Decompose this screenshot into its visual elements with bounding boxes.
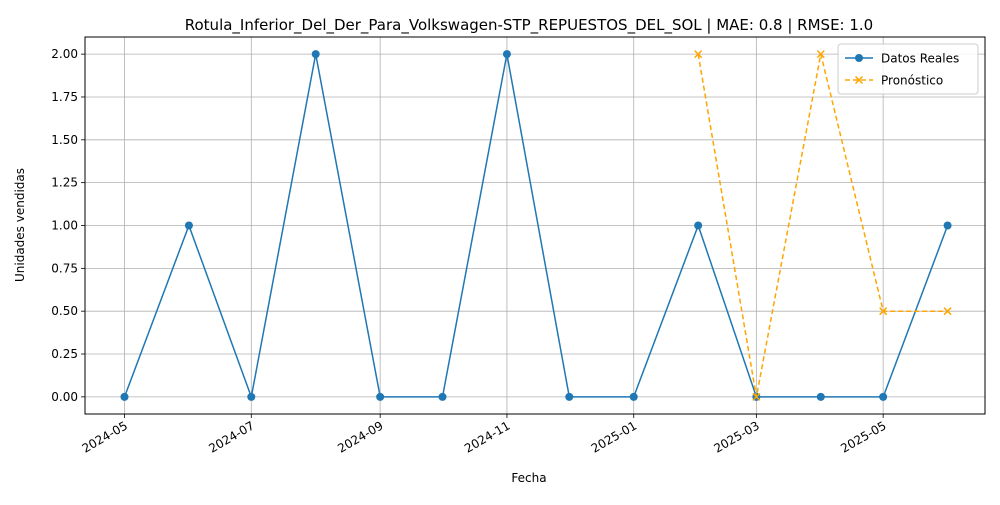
actual-data-point <box>629 392 638 401</box>
y-axis-label: Unidades vendidas <box>13 168 27 282</box>
y-tick-label: 0.00 <box>51 390 78 404</box>
y-axis-ticks: 0.00 0.25 0.50 0.75 1.00 1.25 1.50 1.75 2.00 <box>51 47 85 404</box>
y-tick-label: 1.00 <box>51 219 78 233</box>
actual-data-point <box>565 392 574 401</box>
actual-data-point <box>120 392 129 401</box>
y-tick-label: 1.75 <box>51 90 78 104</box>
x-tick-label: 2024-11 <box>462 418 512 455</box>
legend-label-forecast: Pronóstico <box>881 74 943 88</box>
actual-data-point <box>502 50 511 59</box>
forecast-data-point <box>752 392 761 401</box>
actual-series-line <box>123 53 949 398</box>
x-tick-label: 2025-01 <box>589 418 639 455</box>
legend-marker-forecast <box>854 75 864 85</box>
legend: Datos Reales Pronóstico <box>837 43 979 95</box>
forecast-data-point <box>943 307 952 316</box>
actual-data-point <box>438 392 447 401</box>
x-tick-label: 2024-09 <box>335 418 385 455</box>
y-tick-label: 0.25 <box>51 347 78 361</box>
series-layer <box>120 50 952 401</box>
x-axis-label: Fecha <box>511 471 546 485</box>
actual-data-point <box>694 221 703 230</box>
forecast-data-point <box>879 307 888 316</box>
y-tick-label: 2.00 <box>51 47 78 61</box>
actual-data-point <box>879 392 888 401</box>
y-tick-label: 1.50 <box>51 133 78 147</box>
grid-lines <box>85 37 985 414</box>
x-axis-ticks: 2024-05 2024-07 2024-09 2024-11 2025-01 2025-… <box>80 414 889 456</box>
actual-data-point <box>311 50 320 59</box>
forecast-data-point <box>694 50 703 59</box>
x-tick-label: 2024-05 <box>80 418 130 455</box>
legend-marker-actual <box>855 54 863 62</box>
x-tick-label: 2024-07 <box>206 418 256 455</box>
legend-label-actual: Datos Reales <box>881 52 959 66</box>
y-tick-label: 0.50 <box>51 304 78 318</box>
x-tick-label: 2025-03 <box>711 418 761 455</box>
legend-box <box>837 43 979 95</box>
forecast-data-point <box>816 50 825 59</box>
y-tick-label: 0.75 <box>51 261 78 275</box>
actual-data-point <box>943 221 952 230</box>
x-tick-label: 2025-05 <box>838 418 888 455</box>
actual-data-point <box>184 221 193 230</box>
y-tick-label: 1.25 <box>51 176 78 190</box>
actual-data-point <box>247 392 256 401</box>
actual-data-point <box>376 392 385 401</box>
actual-data-point <box>816 392 825 401</box>
chart-title: Rotula_Inferior_Del_Der_Para_Volkswagen-… <box>185 16 873 35</box>
